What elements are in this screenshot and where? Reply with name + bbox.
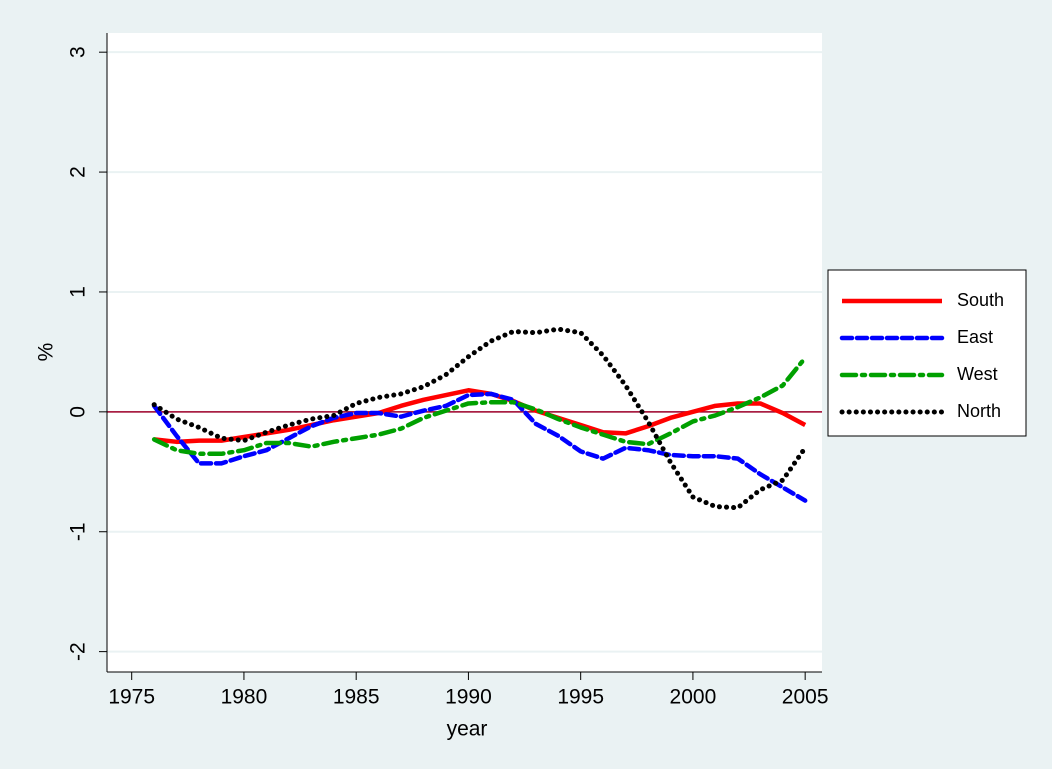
series-line (153, 388, 807, 445)
y-tick-label: 1 (67, 286, 90, 298)
x-axis-title: year (447, 718, 488, 741)
x-tick-label: 1985 (333, 686, 380, 709)
y-tick-label: 2 (67, 166, 90, 178)
x-tick-label: 1975 (108, 686, 155, 709)
x-tick-label: 2000 (670, 686, 717, 709)
x-tick-label: 2005 (782, 686, 829, 709)
y-tick-label: 3 (67, 46, 90, 58)
legend-box (827, 269, 1027, 437)
series-line (151, 355, 808, 457)
legend-label: North (957, 401, 1001, 421)
y-tick-label: 0 (67, 406, 90, 418)
legend-label: East (957, 327, 993, 347)
y-tick-label: -2 (67, 642, 90, 661)
y-tick-label: -1 (67, 522, 90, 541)
legend-label: West (957, 364, 998, 384)
series-line (151, 326, 808, 511)
legend-label: South (957, 290, 1004, 310)
x-tick-label: 1995 (557, 686, 604, 709)
y-axis-title: % (35, 343, 58, 362)
x-tick-label: 1980 (221, 686, 268, 709)
plot-area (107, 33, 822, 672)
x-tick-label: 1990 (445, 686, 492, 709)
series-line (151, 391, 808, 503)
